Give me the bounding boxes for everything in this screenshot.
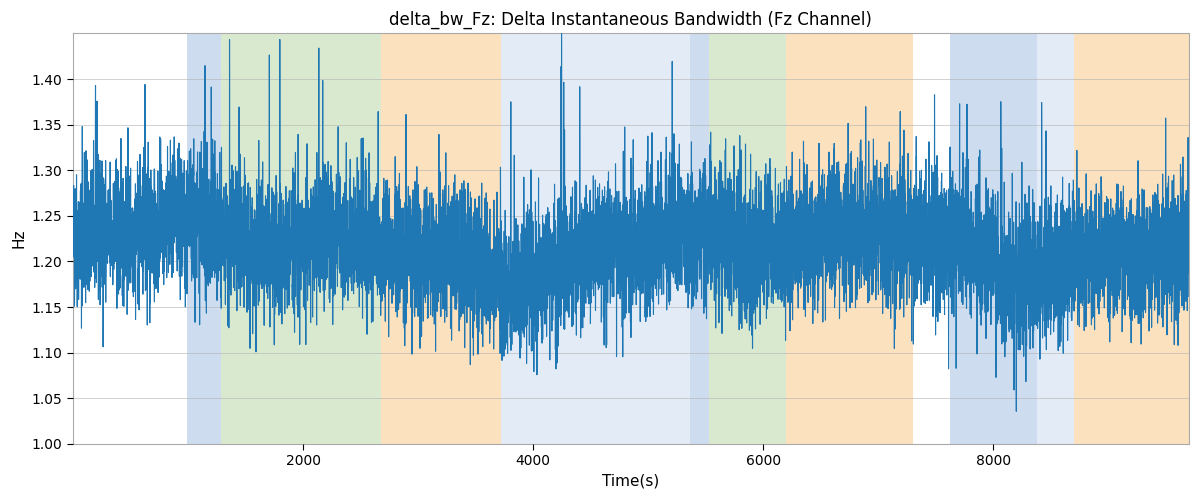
- Bar: [913, 34, 949, 444]
- Bar: [690, 34, 709, 444]
- Y-axis label: Hz: Hz: [11, 229, 26, 248]
- Title: delta_bw_Fz: Delta Instantaneous Bandwidth (Fz Channel): delta_bw_Fz: Delta Instantaneous Bandwid…: [390, 11, 872, 30]
- Bar: [949, 34, 1037, 444]
- Bar: [500, 34, 690, 444]
- X-axis label: Time(s): Time(s): [602, 474, 660, 489]
- Bar: [221, 34, 382, 444]
- Bar: [382, 34, 500, 444]
- Bar: [786, 34, 913, 444]
- Bar: [187, 34, 221, 444]
- Bar: [1037, 34, 1074, 444]
- Bar: [709, 34, 786, 444]
- Bar: [1074, 34, 1189, 444]
